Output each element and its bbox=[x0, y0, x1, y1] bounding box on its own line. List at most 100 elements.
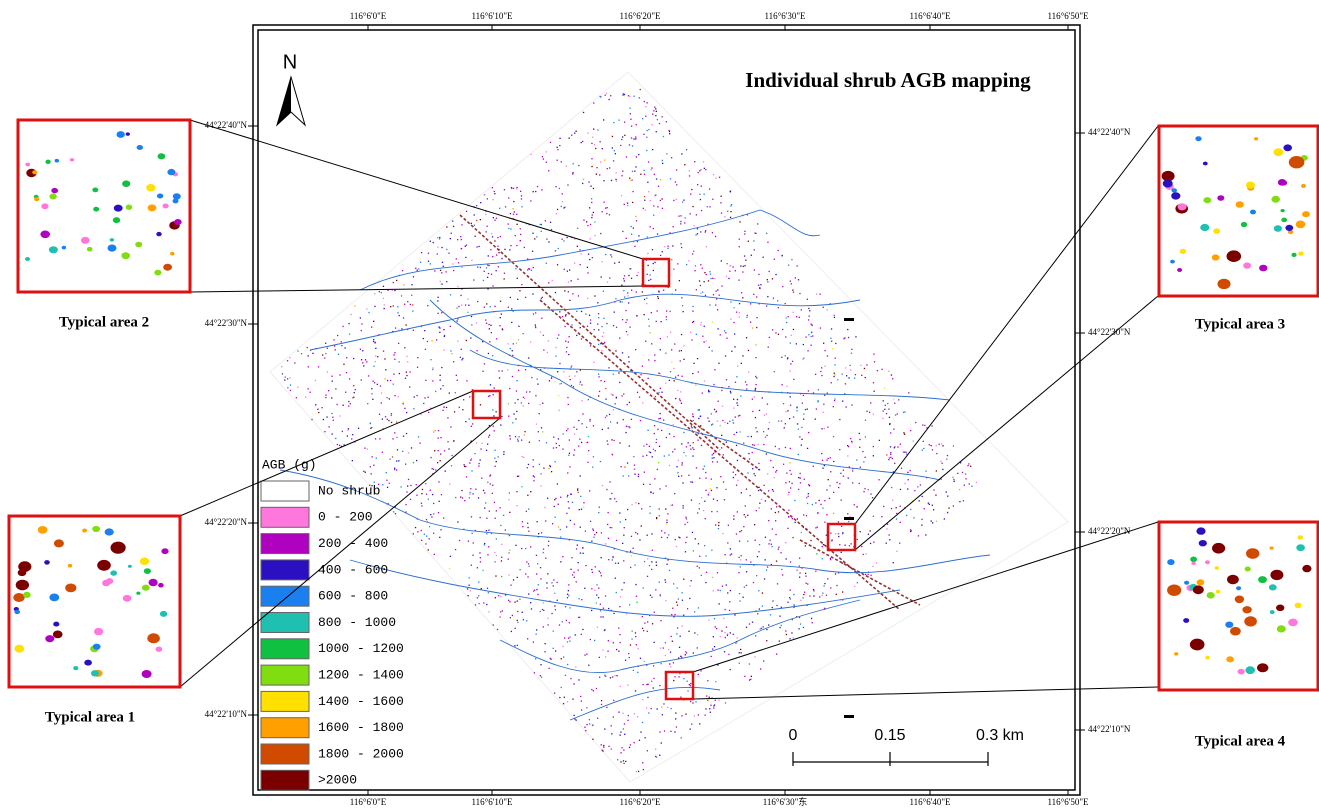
shrub-pixel bbox=[509, 435, 510, 436]
shrub-pixel bbox=[556, 443, 557, 444]
shrub-pixel bbox=[590, 419, 591, 420]
shrub-pixel bbox=[654, 425, 655, 426]
shrub-pixel bbox=[745, 260, 746, 261]
shrub-pixel bbox=[631, 419, 632, 420]
shrub-pixel bbox=[523, 333, 524, 334]
shrub-pixel bbox=[504, 273, 505, 274]
shrub-blob bbox=[1274, 225, 1282, 232]
shrub-pixel bbox=[749, 663, 750, 664]
shrub-pixel bbox=[647, 558, 648, 559]
shrub-pixel bbox=[755, 384, 756, 385]
shrub-pixel bbox=[756, 377, 757, 378]
shrub-pixel bbox=[677, 263, 678, 264]
shrub-blob bbox=[170, 252, 175, 256]
shrub-pixel bbox=[656, 439, 657, 440]
shrub-pixel bbox=[790, 396, 791, 397]
shrub-pixel bbox=[659, 685, 660, 686]
shrub-pixel bbox=[745, 516, 746, 517]
shrub-blob bbox=[97, 560, 111, 571]
shrub-pixel bbox=[596, 688, 597, 689]
shrub-pixel bbox=[523, 397, 524, 398]
shrub-pixel bbox=[515, 436, 516, 437]
shrub-pixel bbox=[469, 396, 470, 397]
shrub-pixel bbox=[681, 592, 682, 593]
shrub-pixel bbox=[557, 338, 558, 339]
shrub-pixel bbox=[590, 323, 591, 324]
shrub-pixel bbox=[831, 341, 832, 342]
shrub-pixel bbox=[654, 612, 655, 613]
shrub-pixel bbox=[676, 169, 677, 170]
shrub-pixel bbox=[526, 561, 527, 562]
shrub-pixel bbox=[511, 322, 512, 323]
shrub-pixel bbox=[600, 610, 601, 611]
shrub-pixel bbox=[721, 630, 722, 631]
shrub-pixel bbox=[470, 337, 471, 338]
shrub-pixel bbox=[569, 622, 570, 623]
shrub-pixel bbox=[461, 224, 462, 225]
shrub-pixel bbox=[653, 110, 654, 111]
shrub-pixel bbox=[548, 468, 549, 469]
shrub-pixel bbox=[776, 561, 777, 562]
shrub-pixel bbox=[571, 135, 572, 136]
shrub-pixel bbox=[674, 731, 675, 732]
shrub-pixel bbox=[411, 295, 412, 296]
shrub-pixel bbox=[726, 338, 727, 339]
shrub-pixel bbox=[704, 466, 705, 467]
shrub-pixel bbox=[348, 406, 349, 407]
shrub-pixel bbox=[659, 515, 660, 516]
shrub-pixel bbox=[383, 286, 384, 287]
shrub-pixel bbox=[590, 345, 591, 346]
shrub-pixel bbox=[749, 458, 750, 459]
shrub-pixel bbox=[478, 497, 479, 498]
shrub-pixel bbox=[411, 447, 412, 448]
shrub-pixel bbox=[353, 385, 354, 386]
shrub-pixel bbox=[509, 388, 510, 389]
shrub-pixel bbox=[722, 406, 723, 407]
shrub-pixel bbox=[605, 543, 606, 544]
legend-label: 1600 - 1800 bbox=[318, 720, 404, 735]
shrub-blob bbox=[110, 238, 115, 242]
shrub-pixel bbox=[791, 632, 792, 633]
shrub-pixel bbox=[638, 503, 639, 504]
shrub-pixel bbox=[528, 531, 529, 532]
shrub-blob bbox=[1216, 590, 1221, 594]
shrub-pixel bbox=[870, 575, 871, 576]
shrub-pixel bbox=[593, 537, 594, 538]
shrub-pixel bbox=[635, 349, 636, 350]
shrub-pixel bbox=[656, 442, 657, 443]
shrub-pixel bbox=[516, 188, 517, 189]
shrub-pixel bbox=[791, 483, 792, 484]
shrub-pixel bbox=[709, 391, 710, 392]
shrub-pixel bbox=[406, 412, 407, 413]
shrub-pixel bbox=[619, 606, 620, 607]
shrub-pixel bbox=[404, 304, 405, 305]
shrub-pixel bbox=[799, 317, 800, 318]
shrub-pixel bbox=[705, 231, 706, 232]
shrub-pixel bbox=[786, 317, 787, 318]
shrub-pixel bbox=[830, 338, 831, 339]
shrub-pixel bbox=[752, 468, 753, 469]
shrub-pixel bbox=[628, 275, 629, 276]
shrub-pixel bbox=[496, 411, 497, 412]
shrub-pixel bbox=[461, 349, 462, 350]
shrub-pixel bbox=[734, 307, 735, 308]
shrub-pixel bbox=[616, 181, 617, 182]
shrub-pixel bbox=[740, 566, 741, 567]
shrub-pixel bbox=[824, 500, 825, 501]
shrub-pixel bbox=[710, 278, 711, 279]
shrub-pixel bbox=[638, 235, 639, 236]
inset-background bbox=[1158, 522, 1318, 690]
shrub-pixel bbox=[536, 573, 537, 574]
shrub-pixel bbox=[563, 656, 564, 657]
shrub-pixel bbox=[611, 493, 612, 494]
shrub-pixel bbox=[721, 212, 722, 213]
shrub-pixel bbox=[519, 290, 520, 291]
shrub-pixel bbox=[716, 298, 717, 299]
shrub-pixel bbox=[796, 343, 797, 344]
shrub-pixel bbox=[555, 517, 556, 518]
shrub-pixel bbox=[611, 527, 612, 528]
shrub-pixel bbox=[645, 106, 646, 107]
shrub-pixel bbox=[873, 446, 874, 447]
shrub-pixel bbox=[817, 527, 818, 528]
shrub-pixel bbox=[730, 211, 731, 212]
